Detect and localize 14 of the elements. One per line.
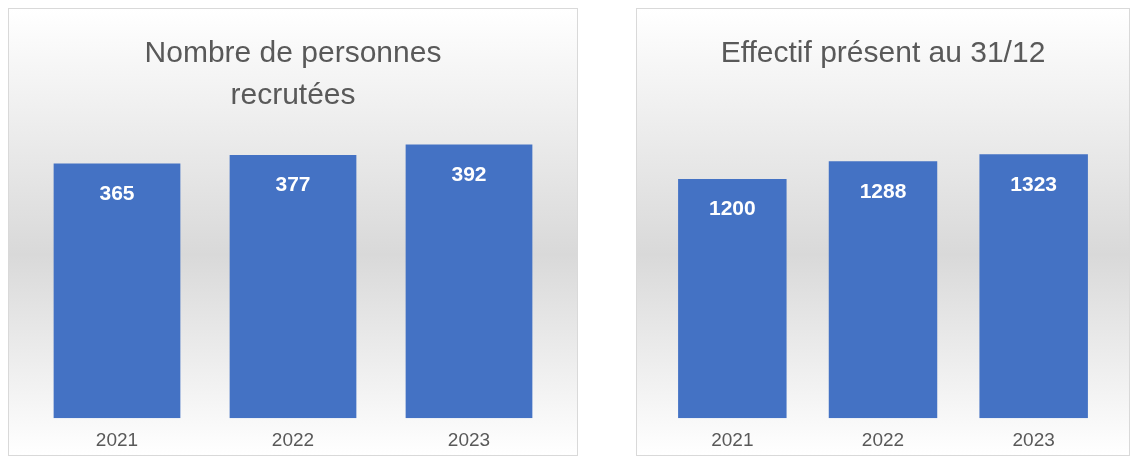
chart-title: Effectif présent au 31/12 — [719, 34, 1047, 70]
x-tick-label: 2021 — [711, 428, 754, 450]
data-label: 365 — [99, 180, 135, 204]
data-label: 1200 — [708, 196, 756, 220]
x-tick-label: 2022 — [861, 428, 905, 450]
data-label: 392 — [451, 161, 487, 185]
x-tick-label: 2022 — [271, 428, 315, 450]
x-tick-label: 2023 — [447, 428, 491, 450]
x-tick-label: 2023 — [1012, 428, 1055, 450]
data-label: 1288 — [859, 178, 907, 202]
data-label: 1323 — [1010, 171, 1058, 195]
chart-title: Nombre de personnes recrutées — [143, 34, 443, 112]
x-tick-label: 2021 — [95, 428, 139, 450]
data-label: 377 — [275, 172, 311, 196]
